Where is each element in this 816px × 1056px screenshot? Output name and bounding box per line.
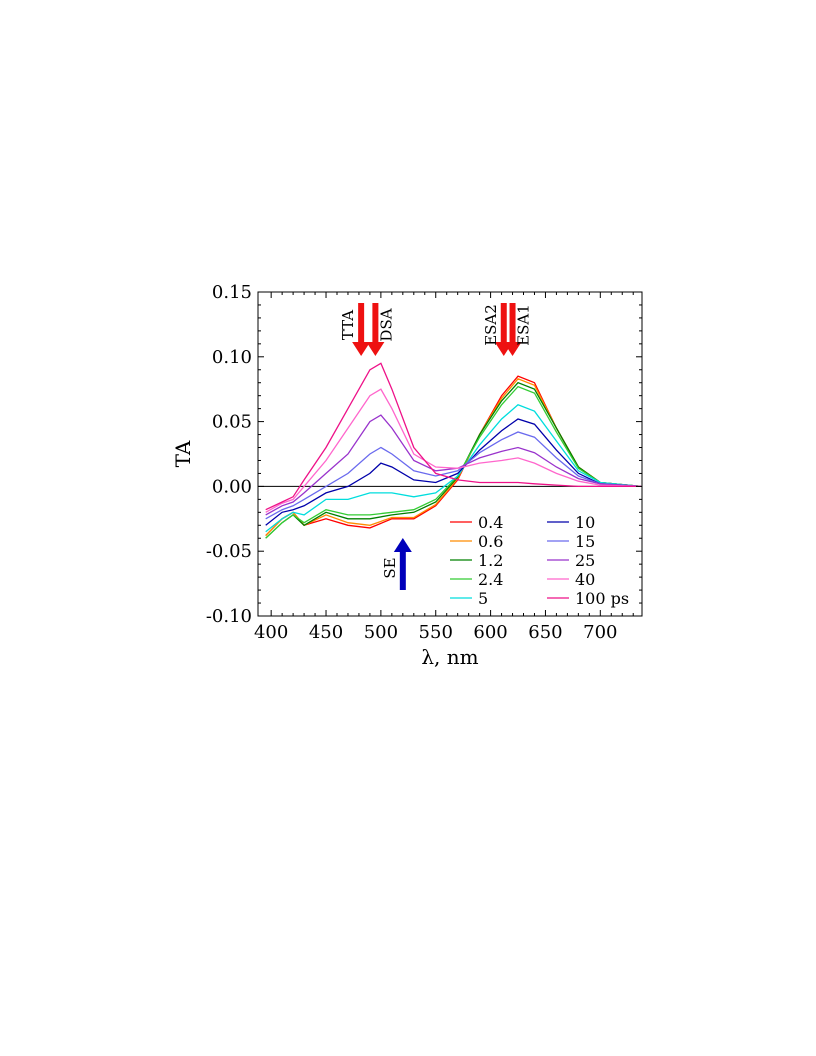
annotation-label-esa2: ESA2 [482, 304, 500, 346]
annotation-tta: TTA [339, 303, 371, 356]
annotation-esa1: ESA1 [503, 303, 533, 356]
x-tick-label-500: 500 [364, 622, 398, 643]
annotation-layer: TTA DSA ESA2 ESA1 SE [339, 303, 533, 590]
series-line-5 [265, 404, 641, 533]
legend-label: 25 [575, 551, 595, 570]
legend-label: 15 [575, 532, 595, 551]
y-tick-label-0.10: 0.10 [212, 347, 252, 368]
annotation-se: SE [381, 538, 412, 590]
legend-item-15: 15 [547, 532, 595, 551]
annotation-label-esa1: ESA1 [515, 304, 533, 346]
y-tick-label--0.05: -0.05 [206, 541, 252, 562]
y-tick-label-0.00: 0.00 [212, 476, 252, 497]
legend-item-2_4: 2.4 [450, 570, 503, 589]
legend-label: 10 [575, 513, 595, 532]
x-tick-label-400: 400 [254, 622, 288, 643]
legend-item-0_6: 0.6 [450, 532, 503, 551]
annotation-arrow-se [393, 538, 412, 590]
annotation-label-se: SE [381, 557, 399, 578]
annotation-label-dsa: DSA [377, 308, 395, 341]
y-tick-label-0.15: 0.15 [212, 282, 252, 303]
y-tick-label-0.05: 0.05 [212, 412, 252, 433]
legend-item-1_2: 1.2 [450, 551, 503, 570]
legend-item-5: 5 [450, 589, 488, 608]
series-line-25 [265, 414, 641, 516]
legend-label: 5 [478, 589, 488, 608]
series-line-2_4 [265, 385, 641, 539]
series-line-10 [265, 418, 641, 526]
x-tick-label-650: 650 [528, 622, 562, 643]
series-line-40 [265, 388, 641, 513]
series-line-100 [265, 362, 641, 511]
plot-frame [257, 291, 643, 617]
legend-item-10: 10 [547, 513, 595, 532]
legend-item-40: 40 [547, 570, 595, 589]
y-axis-title: TA [171, 440, 195, 467]
x-tick-label-600: 600 [473, 622, 507, 643]
legend-label: 100 ps [575, 589, 629, 608]
annotation-arrow-esa1 [503, 303, 522, 356]
legend-label: 0.4 [478, 513, 503, 532]
legend-label: 2.4 [478, 570, 503, 589]
legend-label: 0.6 [478, 532, 503, 551]
annotation-arrow-tta [352, 303, 371, 356]
legend-item-100: 100 ps [547, 589, 629, 608]
legend-label: 40 [575, 570, 595, 589]
annotation-arrow-dsa [366, 303, 385, 356]
annotation-label-tta: TTA [339, 310, 357, 340]
series-line-15 [265, 431, 641, 520]
legend-label: 1.2 [478, 551, 503, 570]
x-tick-label-450: 450 [309, 622, 343, 643]
axes-layer: 400 450 500 550 600 650 700 0.15 0.10 0.05 0.00 -0.… [171, 282, 643, 669]
x-tick-label-550: 550 [419, 622, 453, 643]
legend-item-25: 25 [547, 551, 595, 570]
annotation-dsa: DSA [366, 303, 395, 356]
legend-item-0_4: 0.4 [450, 513, 503, 532]
y-tick-label--0.10: -0.10 [206, 606, 252, 627]
x-axis-title: λ, nm [421, 645, 478, 669]
series-layer [258, 362, 642, 539]
x-tick-label-700: 700 [583, 622, 617, 643]
series-line-1_2 [265, 381, 641, 539]
